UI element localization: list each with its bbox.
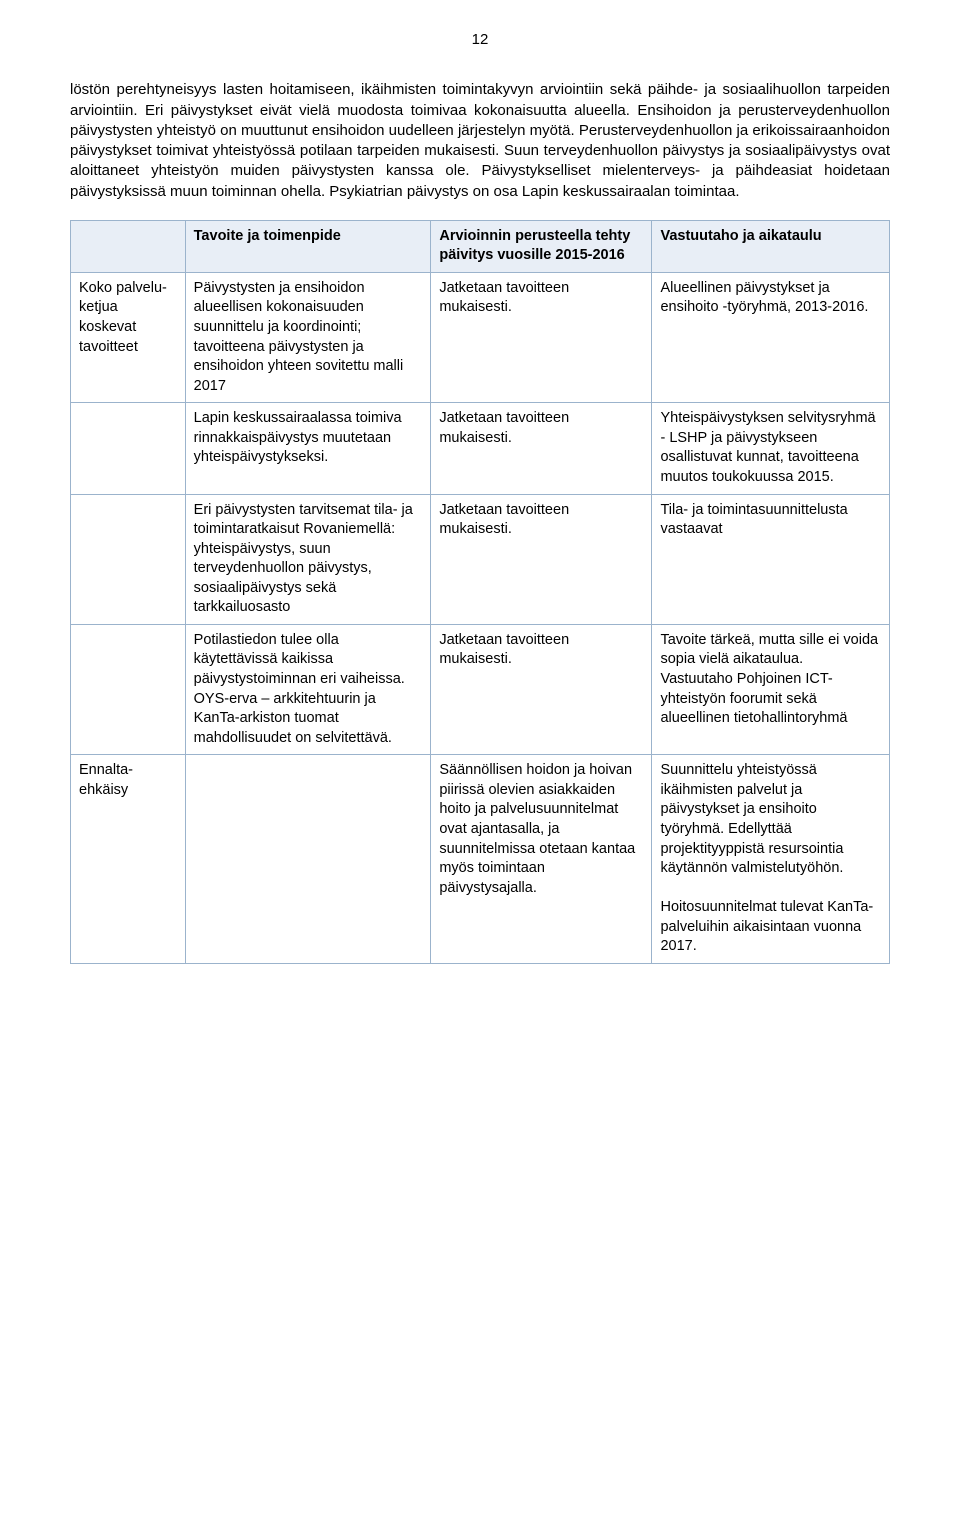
table-cell: Jatketaan tavoitteen mukaisesti. — [431, 272, 652, 402]
table-header-row: Tavoite ja toimenpide Arvioinnin peruste… — [71, 220, 890, 272]
table-cell: Jatketaan tavoitteen mukaisesti. — [431, 403, 652, 494]
table-cell: Säännöllisen hoidon ja hoivan piirissä o… — [431, 755, 652, 964]
table-cell — [185, 755, 431, 964]
row-label — [71, 624, 186, 754]
table-cell: Suunnittelu yhteistyössä ikäihmisten pal… — [652, 755, 890, 964]
content-table: Tavoite ja toimenpide Arvioinnin peruste… — [70, 220, 890, 964]
table-row: Ennalta-ehkäisy Säännöllisen hoidon ja h… — [71, 755, 890, 964]
table-cell: Jatketaan tavoitteen mukaisesti. — [431, 494, 652, 624]
table-row: Eri päivystysten tarvitsemat tila- ja to… — [71, 494, 890, 624]
table-cell: Alueellinen päivystykset ja ensihoito -t… — [652, 272, 890, 402]
table-header-cell: Arvioinnin perusteella tehty päivitys vu… — [431, 220, 652, 272]
table-cell: Päivystysten ja ensihoidon alueellisen k… — [185, 272, 431, 402]
table-row: Potilastiedon tulee olla käytettävissä k… — [71, 624, 890, 754]
table-cell: Tila- ja toimintasuunnittelusta vastaava… — [652, 494, 890, 624]
table-cell: Potilastiedon tulee olla käytettävissä k… — [185, 624, 431, 754]
table-cell: Eri päivystysten tarvitsemat tila- ja to… — [185, 494, 431, 624]
row-label: Ennalta-ehkäisy — [71, 755, 186, 964]
table-row: Lapin keskussairaalassa toimiva rinnakka… — [71, 403, 890, 494]
table-cell: Lapin keskussairaalassa toimiva rinnakka… — [185, 403, 431, 494]
table-header-cell — [71, 220, 186, 272]
page-number: 12 — [70, 30, 890, 50]
table-header-cell: Vastuutaho ja aikataulu — [652, 220, 890, 272]
table-cell: Tavoite tärkeä, mutta sille ei voida sop… — [652, 624, 890, 754]
table-row: Koko palvelu-ketjua koskevat tavoitteet … — [71, 272, 890, 402]
table-cell: Jatketaan tavoitteen mukaisesti. — [431, 624, 652, 754]
row-label — [71, 494, 186, 624]
row-label — [71, 403, 186, 494]
body-paragraph: löstön perehtyneisyys lasten hoitamiseen… — [70, 80, 890, 202]
row-label: Koko palvelu-ketjua koskevat tavoitteet — [71, 272, 186, 402]
table-header-cell: Tavoite ja toimenpide — [185, 220, 431, 272]
table-cell: Yhteispäivystyksen selvitysryhmä - LSHP … — [652, 403, 890, 494]
